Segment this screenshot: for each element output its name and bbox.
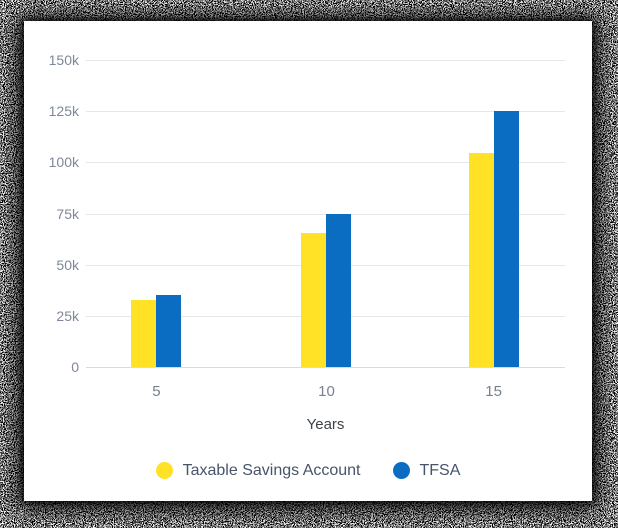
grouped-bar-chart: 0 25k 50k 75k 100k 125k 150k 5 10 15 Years Taxab… (24, 21, 592, 501)
bar-tfsa-year-10[interactable] (326, 213, 352, 367)
gridline (86, 213, 565, 215)
gridline (86, 367, 565, 368)
bar-taxable-savings-account-year-15[interactable] (468, 153, 494, 367)
bar-taxable-savings-account-year-5[interactable] (131, 300, 157, 367)
chart-legend: Taxable Savings Account TFSA (24, 461, 592, 480)
y-tick-label: 150k (48, 52, 79, 68)
legend-label: TFSA (419, 462, 461, 479)
bar-taxable-savings-account-year-10[interactable] (301, 232, 327, 367)
y-tick-label: 0 (71, 359, 79, 375)
legend-swatch-taxable-savings-account-icon (155, 462, 173, 479)
y-tick-label: 50k (56, 256, 79, 273)
bar-tfsa-year-5[interactable] (156, 295, 182, 367)
y-tick-label: 100k (48, 154, 79, 171)
legend-item-taxable-savings-account: Taxable Savings Account (155, 461, 361, 480)
y-tick-label: 75k (56, 205, 79, 222)
x-tick-label: 15 (485, 383, 502, 400)
legend-swatch-tfsa-icon (392, 462, 410, 479)
gridline (86, 111, 565, 113)
x-tick-label: 5 (152, 383, 161, 400)
x-tick-label: 10 (318, 383, 335, 400)
chart-card: 0 25k 50k 75k 100k 125k 150k 5 10 15 Years Taxab… (24, 21, 592, 501)
y-tick-label: 125k (48, 103, 79, 120)
legend-label: Taxable Savings Account (182, 462, 361, 479)
gridline (86, 162, 565, 164)
legend-item-tfsa: TFSA (392, 461, 461, 480)
y-tick-label: 25k (56, 307, 79, 324)
bar-tfsa-year-15[interactable] (493, 111, 519, 367)
gridline (86, 60, 565, 61)
x-axis-title: Years (306, 416, 345, 433)
